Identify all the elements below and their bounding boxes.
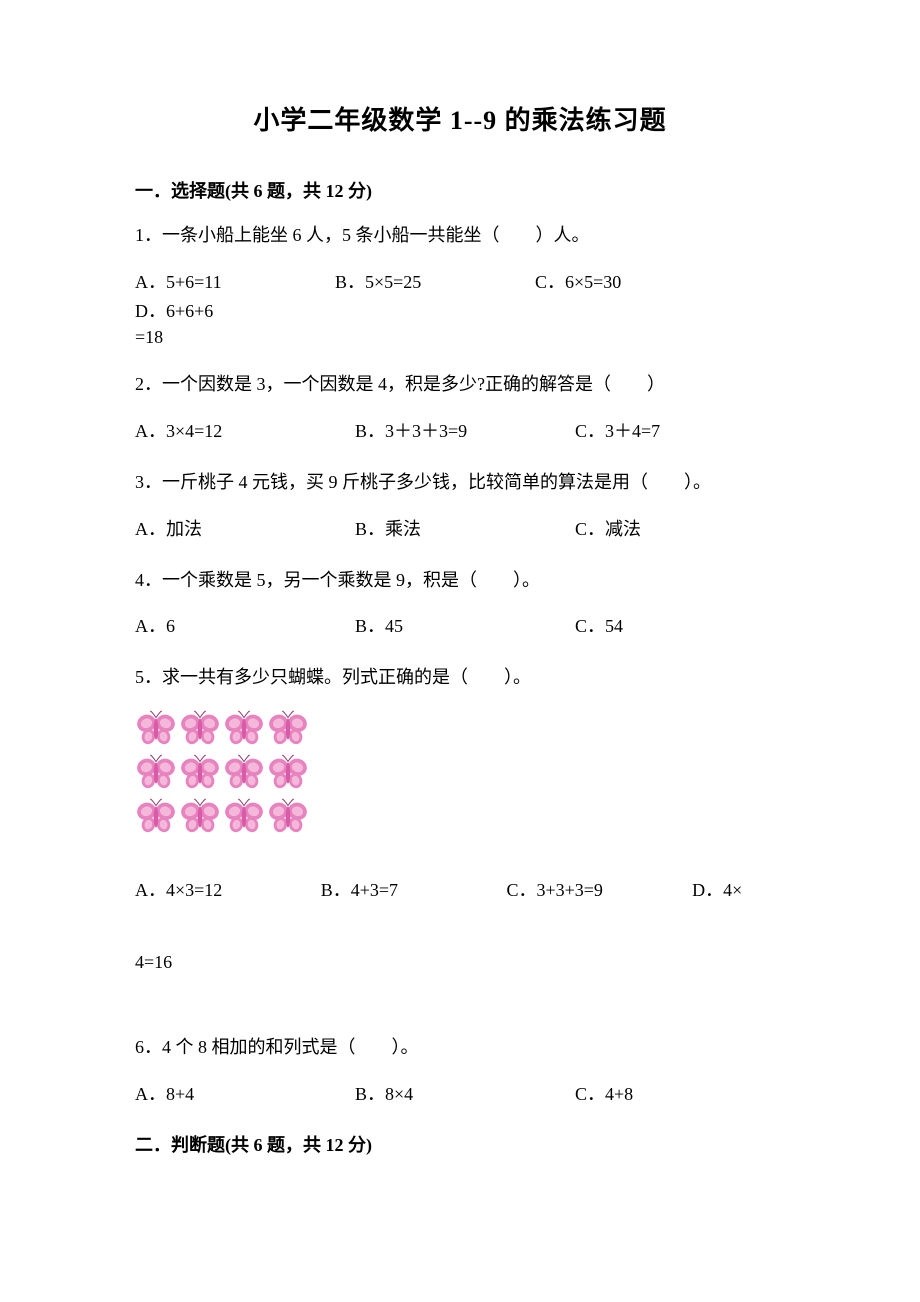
q4-option-c: C．54: [575, 612, 775, 641]
q2-option-a: A．3×4=12: [135, 417, 355, 446]
q2-option-c: C．3＋4=7: [575, 417, 775, 446]
q5-option-a: A．4×3=12: [135, 876, 321, 902]
q2-option-b: B．3＋3＋3=9: [355, 417, 575, 446]
butterfly-row: [135, 798, 785, 836]
q1-option-d: D．6+6+6: [135, 297, 235, 326]
q3-text: 3．一斤桃子 4 元钱，买 9 斤桃子多少钱，比较简单的算法是用（ ）。: [135, 468, 785, 497]
butterfly-icon: [179, 798, 221, 836]
butterfly-icon: [223, 798, 265, 836]
q3-option-b: B．乘法: [355, 515, 575, 544]
q5-text: 5．求一共有多少只蝴蝶。列式正确的是（ ）。: [135, 663, 785, 692]
butterfly-icon: [267, 710, 309, 748]
q3-option-c: C．减法: [575, 515, 775, 544]
q1-text: 1．一条小船上能坐 6 人，5 条小船一共能坐（ ）人。: [135, 221, 785, 250]
butterfly-icon: [223, 754, 265, 792]
butterfly-icon: [223, 710, 265, 748]
q5-option-d: D．4×: [692, 876, 785, 902]
page-title: 小学二年级数学 1--9 的乘法练习题: [135, 100, 785, 137]
butterfly-icon: [267, 754, 309, 792]
q4-option-a: A．6: [135, 612, 355, 641]
q6-option-c: C．4+8: [575, 1080, 775, 1109]
butterfly-row: [135, 710, 785, 748]
butterfly-icon: [179, 754, 221, 792]
section1-header: 一．选择题(共 6 题，共 12 分): [135, 177, 785, 203]
q4-text: 4．一个乘数是 5，另一个乘数是 9，积是（ ）。: [135, 566, 785, 595]
q3-option-a: A．加法: [135, 515, 355, 544]
q5-line2: 4=16: [135, 952, 785, 973]
q6-option-b: B．8×4: [355, 1080, 575, 1109]
q6-text: 6．4 个 8 相加的和列式是（ ）。: [135, 1033, 785, 1062]
butterfly-icon: [135, 710, 177, 748]
q1-option-a: A．5+6=11: [135, 268, 335, 297]
butterfly-row: [135, 754, 785, 792]
q5-option-c: C．3+3+3=9: [506, 876, 692, 902]
q4-options: A．6 B．45 C．54: [135, 612, 785, 641]
q5-option-b: B．4+3=7: [321, 876, 507, 902]
q1-option-b: B．5×5=25: [335, 268, 535, 297]
butterfly-icon: [267, 798, 309, 836]
q6-options: A．8+4 B．8×4 C．4+8: [135, 1080, 785, 1109]
butterfly-grid: [135, 710, 785, 836]
butterfly-icon: [135, 754, 177, 792]
q2-options: A．3×4=12 B．3＋3＋3=9 C．3＋4=7: [135, 417, 785, 446]
q1-overflow: =18: [135, 327, 785, 348]
q2-text: 2．一个因数是 3，一个因数是 4，积是多少?正确的解答是（ ）: [135, 370, 785, 399]
section2-header: 二．判断题(共 6 题，共 12 分): [135, 1131, 785, 1157]
q3-options: A．加法 B．乘法 C．减法: [135, 515, 785, 544]
q1-options: A．5+6=11 B．5×5=25 C．6×5=30 D．6+6+6: [135, 268, 785, 326]
q6-option-a: A．8+4: [135, 1080, 355, 1109]
butterfly-icon: [179, 710, 221, 748]
butterfly-icon: [135, 798, 177, 836]
q1-option-c: C．6×5=30: [535, 268, 735, 297]
q5-options: A．4×3=12 B．4+3=7 C．3+3+3=9 D．4×: [135, 876, 785, 902]
q4-option-b: B．45: [355, 612, 575, 641]
